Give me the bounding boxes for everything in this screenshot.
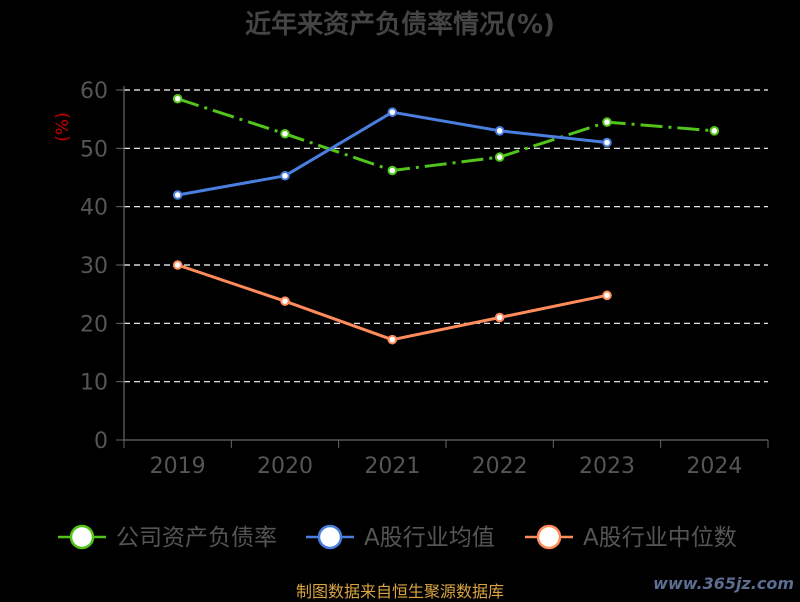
legend-label: A股行业中位数 xyxy=(583,525,737,551)
data-point xyxy=(387,165,398,176)
x-tick-label: 2021 xyxy=(364,454,420,479)
y-tick-label: 40 xyxy=(80,196,108,221)
legend-label: 公司资产负债率 xyxy=(116,525,277,551)
series-line xyxy=(177,263,608,342)
data-point xyxy=(387,107,398,117)
data-point xyxy=(602,117,612,127)
x-tick-label: 2020 xyxy=(257,454,313,479)
data-point xyxy=(494,312,505,323)
data-point xyxy=(602,290,612,301)
x-tick-label: 2024 xyxy=(686,454,742,479)
y-tick-label: 50 xyxy=(80,137,108,162)
data-point xyxy=(280,170,290,181)
chart-title: 近年来资产负债率情况(%) xyxy=(245,10,555,40)
legend-label: A股行业均值 xyxy=(364,525,495,551)
legend-swatch-marker xyxy=(536,524,562,550)
y-tick-label: 60 xyxy=(80,79,108,104)
data-point xyxy=(280,128,290,139)
series-line xyxy=(177,97,715,172)
data-point xyxy=(172,93,183,104)
data-point xyxy=(494,126,505,136)
watermark: www.365jz.com xyxy=(653,574,794,593)
x-tick-label: 2022 xyxy=(472,454,528,479)
data-point xyxy=(494,152,505,162)
data-point xyxy=(387,334,398,345)
y-tick-label: 30 xyxy=(80,254,108,279)
series-line xyxy=(177,110,608,197)
y-tick-label: 10 xyxy=(80,371,108,396)
x-tick-label: 2019 xyxy=(150,454,206,479)
data-point xyxy=(172,190,183,200)
y-tick-label: 0 xyxy=(94,429,108,454)
legend-swatch-marker xyxy=(69,524,95,550)
source-text: 制图数据来自恒生聚源数据库 xyxy=(295,582,504,601)
y-tick-label: 20 xyxy=(80,312,108,337)
data-point xyxy=(709,126,720,136)
data-point xyxy=(172,260,183,270)
legend-swatch-marker xyxy=(317,524,343,550)
data-point xyxy=(602,137,612,148)
y-axis-label: (%) xyxy=(53,112,73,141)
data-point xyxy=(280,296,290,306)
x-tick-label: 2023 xyxy=(579,454,635,479)
